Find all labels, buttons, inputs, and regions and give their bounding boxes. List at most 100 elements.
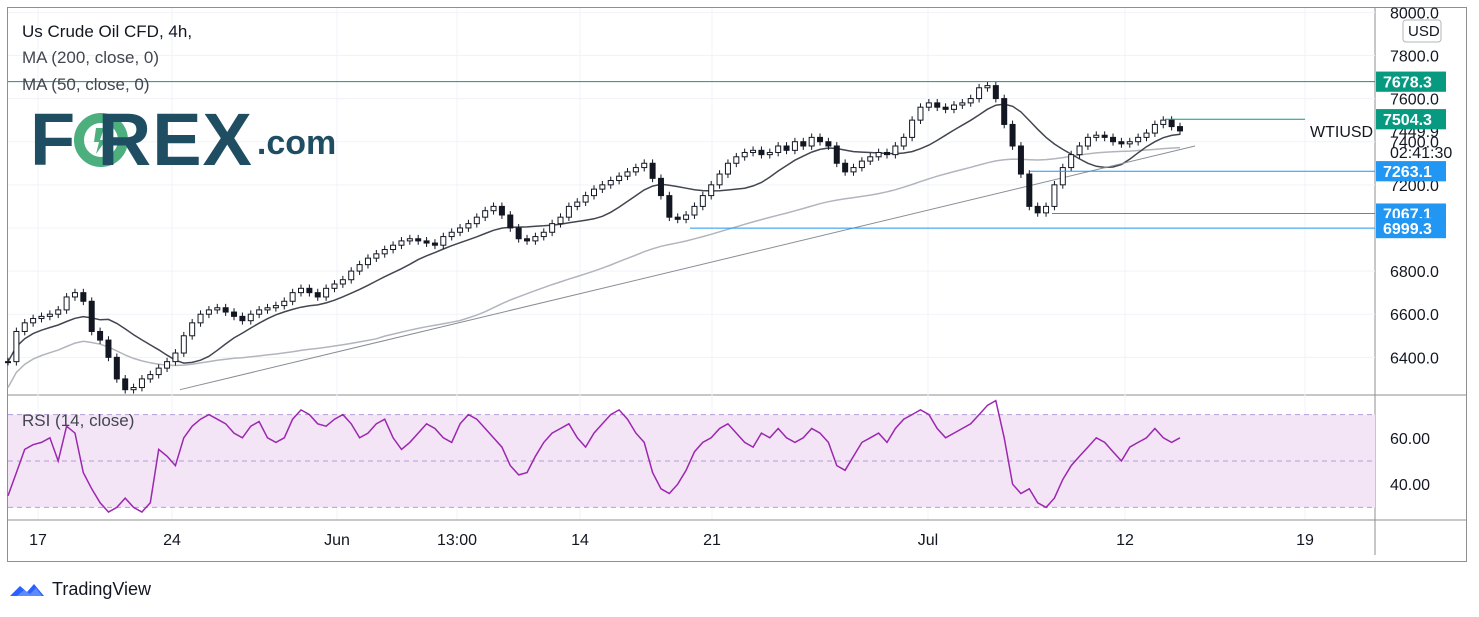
time-tick-label: 13:00 <box>437 532 477 549</box>
candle-body <box>1059 167 1066 186</box>
candle-body <box>766 151 773 156</box>
candle-body <box>490 205 497 212</box>
candle-body <box>440 236 447 246</box>
candle-body <box>783 145 790 151</box>
candle-body <box>189 322 196 337</box>
candle-body <box>699 195 706 207</box>
chart-frame <box>7 7 1467 562</box>
candle-body <box>549 223 556 233</box>
candle-body <box>197 313 204 324</box>
candle-body <box>71 292 78 298</box>
chart-title: Us Crude Oil CFD, 4h, <box>22 22 193 41</box>
candle-body <box>867 156 874 162</box>
candle-body <box>850 167 857 173</box>
candle-body <box>540 231 547 238</box>
time-tick-label: 12 <box>1116 532 1134 549</box>
candle-body <box>214 307 221 311</box>
candle-body <box>791 141 798 151</box>
time-tick-label: 14 <box>571 532 589 549</box>
candle-body <box>498 205 505 216</box>
candle-body <box>398 240 405 246</box>
candle-body <box>967 98 974 104</box>
candle-body <box>892 145 899 156</box>
candle-body <box>298 287 304 294</box>
price-tick-label: 6800.0 <box>1390 264 1439 281</box>
ma50-legend: MA (50, close, 0) <box>22 75 150 94</box>
candle-body <box>1043 205 1050 214</box>
candle-body <box>833 145 840 164</box>
level-badge-label: 6999.3 <box>1383 221 1432 238</box>
candle-body <box>884 151 890 156</box>
candle-body <box>306 287 313 294</box>
candle-body <box>63 296 70 311</box>
time-tick-label: 21 <box>703 532 721 549</box>
candle-body <box>105 339 112 358</box>
candle-body <box>917 106 924 121</box>
candle-body <box>750 149 757 153</box>
candle-body <box>900 136 907 147</box>
candle-body <box>281 300 288 307</box>
rsi-line <box>7 399 1181 513</box>
candle-body <box>666 195 673 218</box>
candle-body <box>1026 173 1033 207</box>
candle-body <box>222 307 229 313</box>
candle-body <box>758 149 765 156</box>
candle-body <box>565 205 572 218</box>
candle-body <box>331 283 338 289</box>
candle-body <box>607 180 614 186</box>
candle-body <box>1143 132 1150 138</box>
candle-body <box>1101 134 1108 138</box>
candle-body <box>1177 126 1183 132</box>
time-tick-label: Jul <box>918 532 938 549</box>
time-tick-label: 24 <box>163 532 181 549</box>
candle-body <box>205 309 212 315</box>
price-tick-label: 6600.0 <box>1390 307 1439 324</box>
candle-body <box>875 151 882 158</box>
candle-body <box>239 315 246 322</box>
candle-body <box>406 238 413 242</box>
candle-body <box>55 309 62 315</box>
price-tick-label: 7600.0 <box>1390 92 1439 109</box>
candle-body <box>1151 123 1158 134</box>
ma50-line <box>7 103 1181 364</box>
trendline <box>179 145 1196 391</box>
candle-body <box>507 214 514 229</box>
candle-body <box>674 216 681 220</box>
candle-body <box>272 305 279 309</box>
candle-body <box>147 374 154 380</box>
candle-body <box>13 330 20 363</box>
candle-body <box>423 240 430 244</box>
price-tick-label: 7200.0 <box>1390 178 1439 195</box>
candle-body <box>448 231 455 238</box>
candle-body <box>800 141 807 147</box>
tradingview-logo-icon <box>10 584 44 596</box>
ma200-legend: MA (200, close, 0) <box>22 48 160 67</box>
price-tick-label: 7800.0 <box>1390 48 1439 65</box>
candle-body <box>942 106 949 110</box>
candle-body <box>1051 184 1058 207</box>
candle-body <box>130 387 137 391</box>
candle-body <box>482 210 489 218</box>
candle-body <box>515 227 522 240</box>
forex-logo: F REX .com <box>30 103 336 177</box>
candle-body <box>21 322 28 332</box>
candle-body <box>172 352 179 363</box>
candle-body <box>122 378 129 391</box>
candle-body <box>708 184 715 197</box>
candle-body <box>532 236 539 242</box>
candle-body <box>599 184 606 190</box>
candle-body <box>992 85 999 100</box>
candle-body <box>465 223 472 229</box>
candle-body <box>1001 98 1008 125</box>
tradingview-footer[interactable]: TradingView <box>8 577 151 601</box>
time-tick-label: 19 <box>1296 532 1314 549</box>
level-badge-label: 7504.3 <box>1383 112 1432 129</box>
candle-body <box>473 216 480 225</box>
candle-body <box>30 318 37 324</box>
candle-body <box>858 160 865 169</box>
candle-body <box>231 311 238 317</box>
candle-body <box>80 292 87 302</box>
candle-body <box>557 216 564 225</box>
candle-body <box>289 292 296 302</box>
